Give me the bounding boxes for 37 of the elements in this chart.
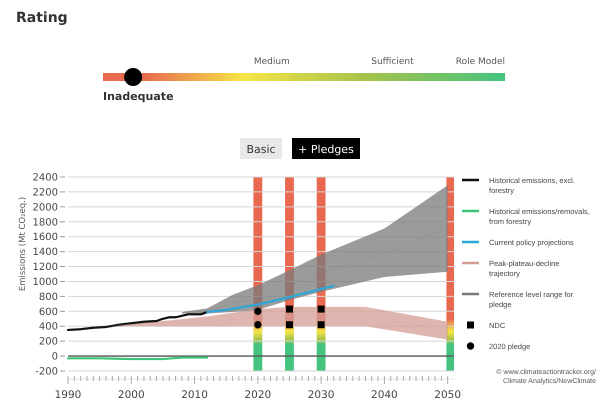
x-tick-label: 2020 — [244, 389, 272, 401]
y-tick-label: 1000 — [32, 276, 58, 288]
x-tick-label: 2050 — [434, 389, 462, 401]
toggle-button: + Pledges — [292, 138, 360, 159]
x-tick-label: 1990 — [54, 389, 82, 401]
y-tick-label: 1400 — [32, 247, 58, 258]
y-tick-label: 1600 — [32, 232, 58, 244]
line-series — [66, 310, 208, 332]
y-tick-label: -200 — [35, 366, 58, 378]
toggle-button: Basic — [240, 138, 282, 159]
y-tick-label: 800 — [38, 292, 58, 303]
text: Inadequate — [103, 90, 174, 103]
point — [254, 308, 262, 316]
y-tick-label: 1200 — [32, 262, 58, 274]
x-tick-label: 2040 — [371, 389, 398, 401]
x-tick-label: 2010 — [181, 389, 208, 401]
text: Rating — [16, 10, 68, 26]
point — [286, 321, 293, 328]
y-tick-label: 0 — [52, 352, 58, 363]
y-tick-label: 400 — [38, 322, 58, 333]
y-tick-label: 2200 — [32, 187, 58, 198]
category-label: Role Model — [456, 57, 505, 67]
y-tick-label: 600 — [38, 306, 58, 318]
category-label: Medium — [254, 57, 290, 67]
point — [318, 306, 325, 313]
point — [254, 321, 262, 328]
point — [286, 306, 293, 313]
y-tick-label: 2000 — [32, 202, 58, 214]
y-tick-label: 200 — [38, 336, 58, 348]
y-tick-label: 1800 — [32, 217, 58, 228]
point — [318, 321, 325, 328]
line-series — [206, 284, 335, 314]
y-tick-label: 2400 — [32, 172, 58, 184]
category-label: Sufficient — [371, 57, 414, 67]
y-axis-title: Emissions (Mt CO₂eq.) — [18, 196, 28, 292]
x-tick-label: 2030 — [308, 389, 334, 401]
x-tick-label: 2000 — [118, 389, 145, 401]
